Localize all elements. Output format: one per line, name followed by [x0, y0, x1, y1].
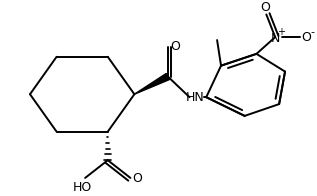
Text: O: O [260, 1, 270, 14]
Text: O: O [301, 31, 311, 44]
Text: N: N [270, 32, 280, 45]
Text: +: + [277, 27, 285, 37]
Text: HN: HN [186, 91, 205, 104]
Text: -: - [311, 27, 314, 37]
Text: O: O [170, 40, 180, 54]
Text: O: O [133, 172, 142, 185]
Polygon shape [134, 74, 170, 94]
Text: HO: HO [73, 181, 92, 194]
